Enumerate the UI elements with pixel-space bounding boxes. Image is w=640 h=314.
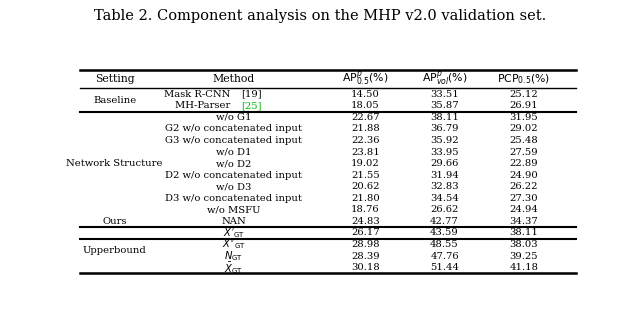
Text: 33.95: 33.95 <box>430 148 459 157</box>
Text: [19]: [19] <box>241 90 262 99</box>
Text: $\mathrm{AP}^p_{0.5}(\%)$: $\mathrm{AP}^p_{0.5}(\%)$ <box>342 70 388 89</box>
Text: 18.05: 18.05 <box>351 101 380 110</box>
Text: 22.89: 22.89 <box>509 159 538 168</box>
Text: 31.94: 31.94 <box>430 171 459 180</box>
Text: NAN: NAN <box>221 217 246 226</box>
Text: 28.98: 28.98 <box>351 240 380 249</box>
Text: 24.90: 24.90 <box>509 171 538 180</box>
Text: 29.66: 29.66 <box>430 159 459 168</box>
Text: $N_{\mathrm{GT}}$: $N_{\mathrm{GT}}$ <box>224 249 243 263</box>
Text: $\bar{X}_{\mathrm{GT}}$: $\bar{X}_{\mathrm{GT}}$ <box>224 260 243 276</box>
Text: 20.62: 20.62 <box>351 182 380 191</box>
Text: 29.02: 29.02 <box>509 124 538 133</box>
Text: Method: Method <box>212 74 255 84</box>
Text: G3 w/o concatenated input: G3 w/o concatenated input <box>165 136 302 145</box>
Text: Setting: Setting <box>95 74 134 84</box>
Text: 18.76: 18.76 <box>351 205 380 214</box>
Text: 30.18: 30.18 <box>351 263 380 272</box>
Text: Ours: Ours <box>102 217 127 226</box>
Text: Baseline: Baseline <box>93 95 136 105</box>
Text: $\mathrm{AP}^p_{vol}(\%)$: $\mathrm{AP}^p_{vol}(\%)$ <box>422 70 467 89</box>
Text: Network Structure: Network Structure <box>67 159 163 168</box>
Text: 26.22: 26.22 <box>509 182 538 191</box>
Text: 25.48: 25.48 <box>509 136 538 145</box>
Text: w/o D3: w/o D3 <box>216 182 252 191</box>
Text: w/o G1: w/o G1 <box>216 113 252 122</box>
Text: 27.30: 27.30 <box>509 194 538 203</box>
Text: 24.83: 24.83 <box>351 217 380 226</box>
Text: G2 w/o concatenated input: G2 w/o concatenated input <box>165 124 302 133</box>
Text: 25.12: 25.12 <box>509 90 538 99</box>
Text: 26.17: 26.17 <box>351 229 380 237</box>
Text: Upperbound: Upperbound <box>83 246 147 255</box>
Text: 38.11: 38.11 <box>509 229 538 237</box>
Text: $\mathrm{PCP}_{0.5}(\%)$: $\mathrm{PCP}_{0.5}(\%)$ <box>497 73 550 86</box>
Text: 35.92: 35.92 <box>430 136 459 145</box>
Text: w/o D1: w/o D1 <box>216 148 252 157</box>
Text: D3 w/o concatenated input: D3 w/o concatenated input <box>165 194 302 203</box>
Text: 21.80: 21.80 <box>351 194 380 203</box>
Text: 28.39: 28.39 <box>351 252 380 261</box>
Text: 33.51: 33.51 <box>430 90 459 99</box>
Text: 51.44: 51.44 <box>430 263 459 272</box>
Text: 24.94: 24.94 <box>509 205 538 214</box>
Text: w/o D2: w/o D2 <box>216 159 252 168</box>
Text: w/o MSFU: w/o MSFU <box>207 205 260 214</box>
Text: MH-Parser: MH-Parser <box>175 101 234 110</box>
Text: D2 w/o concatenated input: D2 w/o concatenated input <box>165 171 302 180</box>
Text: 34.54: 34.54 <box>430 194 459 203</box>
Text: 38.11: 38.11 <box>430 113 459 122</box>
Text: 21.88: 21.88 <box>351 124 380 133</box>
Text: [25]: [25] <box>241 101 262 110</box>
Text: 32.83: 32.83 <box>430 182 459 191</box>
Text: 19.02: 19.02 <box>351 159 380 168</box>
Text: Mask R-CNN: Mask R-CNN <box>164 90 234 99</box>
Text: 14.50: 14.50 <box>351 90 380 99</box>
Text: 48.55: 48.55 <box>430 240 459 249</box>
Text: 39.25: 39.25 <box>509 252 538 261</box>
Text: $X'_{\mathrm{GT}}$: $X'_{\mathrm{GT}}$ <box>223 226 244 240</box>
Text: 47.76: 47.76 <box>430 252 459 261</box>
Text: 34.37: 34.37 <box>509 217 538 226</box>
Text: 41.18: 41.18 <box>509 263 538 272</box>
Text: 31.95: 31.95 <box>509 113 538 122</box>
Text: 35.87: 35.87 <box>430 101 459 110</box>
Text: 22.67: 22.67 <box>351 113 380 122</box>
Text: 36.79: 36.79 <box>430 124 459 133</box>
Text: 21.55: 21.55 <box>351 171 380 180</box>
Text: 27.59: 27.59 <box>509 148 538 157</box>
Text: 43.59: 43.59 <box>430 229 459 237</box>
Text: Table 2. Component analysis on the MHP v2.0 validation set.: Table 2. Component analysis on the MHP v… <box>94 9 546 24</box>
Text: 38.03: 38.03 <box>509 240 538 249</box>
Text: 26.62: 26.62 <box>430 205 459 214</box>
Text: $X''_{\mathrm{GT}}$: $X''_{\mathrm{GT}}$ <box>222 238 246 252</box>
Text: 42.77: 42.77 <box>430 217 459 226</box>
Text: 26.91: 26.91 <box>509 101 538 110</box>
Text: 22.36: 22.36 <box>351 136 380 145</box>
Text: 23.81: 23.81 <box>351 148 380 157</box>
